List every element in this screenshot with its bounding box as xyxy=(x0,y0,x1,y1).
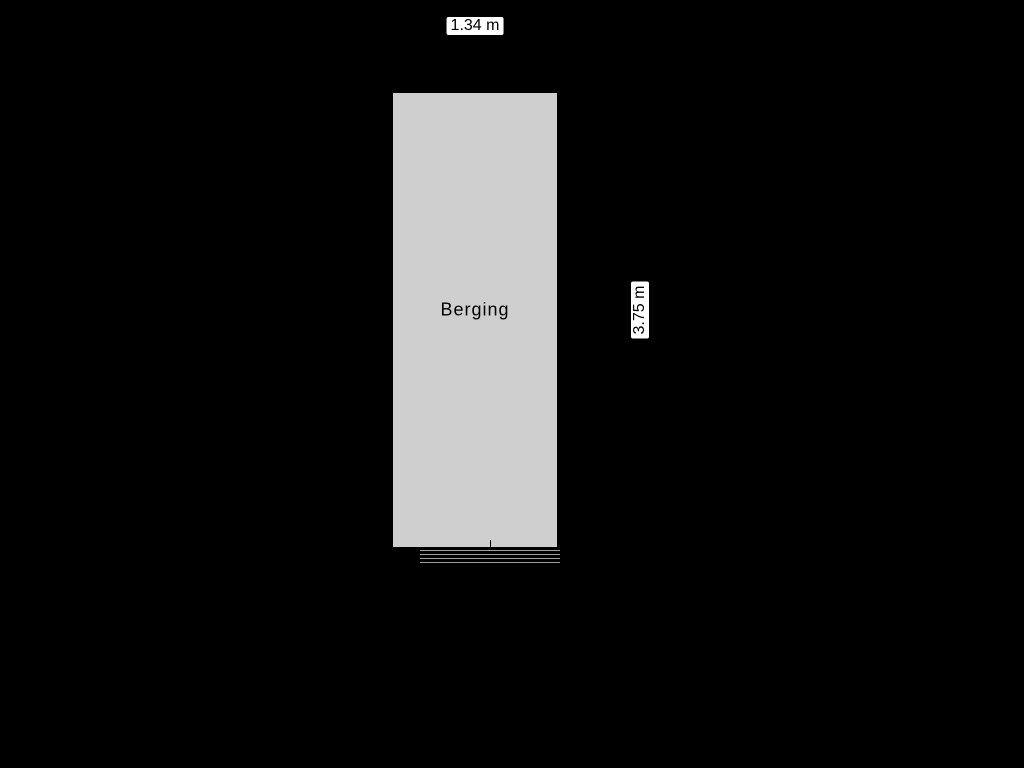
floorplan-canvas: Berging 1.34 m 3.75 m xyxy=(0,0,1024,768)
dimension-width-label: 1.34 m xyxy=(447,17,504,35)
door-line xyxy=(420,554,560,555)
dimension-height-label: 3.75 m xyxy=(631,282,649,339)
door-line xyxy=(420,558,560,559)
door-line xyxy=(420,550,560,551)
door-line xyxy=(420,562,560,563)
door-threshold xyxy=(420,550,560,563)
door-center-tick xyxy=(490,540,491,550)
room-berging: Berging xyxy=(390,90,560,550)
room-label: Berging xyxy=(440,300,509,321)
